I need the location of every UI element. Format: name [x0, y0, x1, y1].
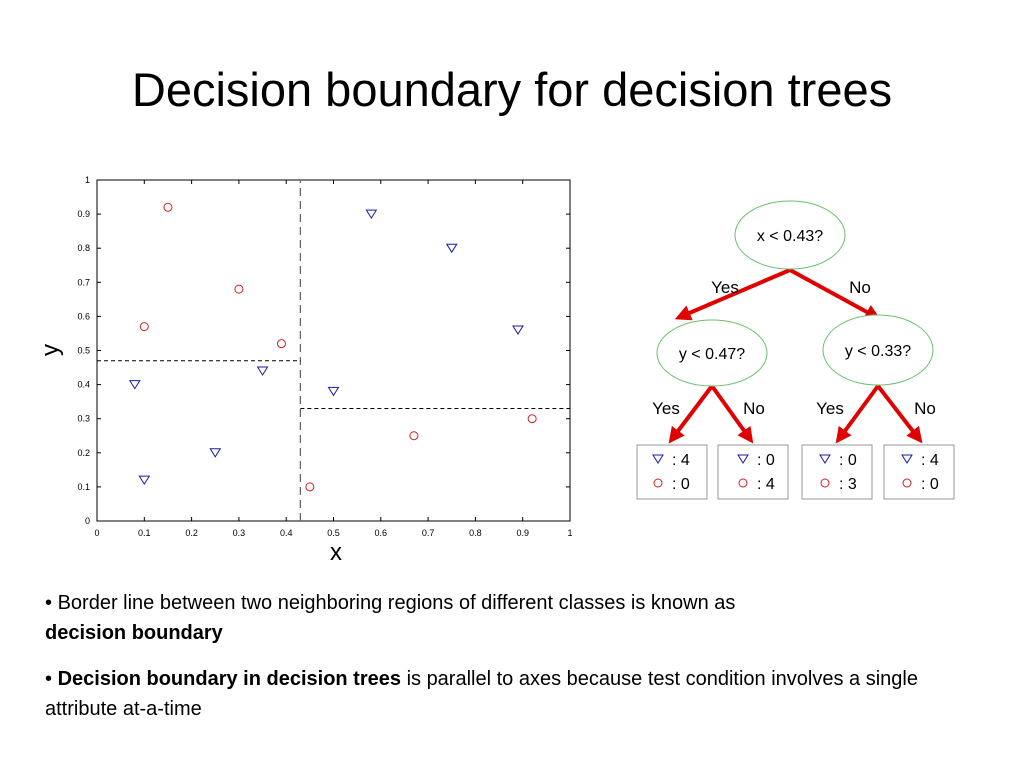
- edge-root-left: [674, 268, 791, 321]
- x-tick-label: 0.1: [138, 528, 151, 538]
- triangle-point: [365, 209, 378, 220]
- y-tick-label: 1: [85, 175, 90, 185]
- triangle-point: [256, 366, 269, 376]
- edge-right-leaf3: [835, 384, 880, 444]
- tree-node-root-label: x < 0.43?: [757, 228, 823, 245]
- tree-node-right: y < 0.33?: [822, 314, 934, 386]
- y-tick-label: 0.5: [77, 346, 90, 356]
- y-axis-label: y: [37, 344, 64, 356]
- x-tick-label: 0.3: [233, 528, 246, 538]
- leaf-3-triangle-count: : 0: [839, 452, 857, 469]
- leaf-2-triangle-count: : 0: [757, 452, 775, 469]
- leaf-1-triangle-count: : 4: [672, 452, 690, 469]
- leaf-3-circle-count: : 3: [839, 476, 857, 493]
- bullet-1-text: Border line between two neighboring regi…: [57, 592, 736, 614]
- edge-right-leaf4: [876, 384, 923, 444]
- leaf-2-circle-count: : 4: [757, 476, 775, 493]
- circle-point: [276, 339, 286, 349]
- x-tick-label: 0.8: [469, 528, 482, 538]
- x-tick-label: 0.9: [516, 528, 529, 538]
- y-tick-label: 0: [85, 516, 90, 526]
- decision-tree: Yes No Yes No Yes No x < 0.43? y < 0.47?…: [636, 200, 955, 500]
- circle-point: [163, 202, 173, 212]
- triangle-point: [327, 386, 340, 397]
- circle-icon: [820, 478, 830, 488]
- decision-boundaries: [97, 180, 570, 521]
- y-tick-label: 0.9: [77, 209, 90, 219]
- tree-leaf-4: : 4 : 0: [883, 444, 955, 500]
- bullet-marker: •: [45, 592, 53, 614]
- tree-leaf-1: : 4 : 0: [636, 444, 708, 500]
- x-tick-label: 1: [567, 528, 572, 538]
- circle-point: [139, 322, 149, 332]
- x-tick-label: 0: [94, 528, 99, 538]
- bullet-decision-boundary-definition: • Border line between two neighboring re…: [45, 588, 945, 648]
- triangle-icon: [737, 454, 749, 464]
- x-tick-label: 0.5: [327, 528, 340, 538]
- triangle-point: [138, 475, 151, 486]
- triangle-point: [128, 380, 141, 390]
- circle-point: [305, 482, 315, 492]
- data-points: [128, 202, 537, 492]
- y-tick-label: 0.3: [77, 414, 90, 424]
- bullet-marker: •: [45, 668, 53, 690]
- y-tick-label: 0.2: [77, 448, 90, 458]
- right-yes-label: Yes: [816, 399, 844, 418]
- y-tick-label: 0.4: [77, 380, 90, 390]
- circle-point: [527, 414, 537, 424]
- y-tick-label: 0.6: [77, 311, 90, 321]
- x-tick-label: 0.4: [280, 528, 293, 538]
- tree-node-left-label: y < 0.47?: [679, 346, 745, 363]
- bullet-axis-parallel: • Decision boundary in decision trees is…: [45, 664, 945, 724]
- x-axis-label: x: [330, 539, 342, 566]
- y-tick-label: 0.1: [77, 482, 90, 492]
- leaf-4-circle-count: : 0: [921, 476, 939, 493]
- scatter-plot: 0 0.1 0.2 0.3 0.4 0.5 0.6 0.7 0.8 0.9 1 0 0.1 0.2 0.3 0…: [37, 175, 573, 566]
- axis-ticks: 0 0.1 0.2 0.3 0.4 0.5 0.6 0.7 0.8 0.9 1 0 0.1 0.2 0.3 0…: [77, 175, 572, 538]
- edge-left-leaf2: [710, 384, 754, 444]
- triangle-point: [209, 448, 222, 458]
- root-yes-label: Yes: [711, 278, 739, 297]
- y-tick-label: 0.7: [77, 277, 90, 287]
- edge-root-right: [789, 268, 881, 320]
- edge-left-leaf1: [668, 384, 714, 444]
- bullet-2-bold-text: Decision boundary in decision trees: [57, 668, 401, 690]
- tree-node-right-label: y < 0.33?: [845, 343, 911, 360]
- circle-point: [409, 431, 419, 441]
- tree-leaf-3: : 0 : 3: [801, 444, 873, 500]
- bullet-1-bold-text: decision boundary: [45, 622, 223, 644]
- plot-frame: [96, 179, 571, 522]
- tree-node-left: y < 0.47?: [656, 319, 768, 387]
- triangle-icon: [901, 454, 913, 464]
- circle-icon: [653, 478, 663, 488]
- bullet-2-text: is parallel to axes because test conditi…: [45, 668, 918, 720]
- triangle-icon: [652, 454, 664, 464]
- tree-node-root: x < 0.43?: [734, 200, 846, 270]
- y-tick-label: 0.8: [77, 243, 90, 253]
- slide-title: Decision boundary for decision trees: [131, 63, 893, 116]
- left-yes-label: Yes: [652, 399, 680, 418]
- circle-point: [234, 284, 244, 294]
- right-no-label: No: [914, 399, 936, 418]
- x-tick-label: 0.6: [375, 528, 388, 538]
- circle-icon: [738, 478, 748, 488]
- x-tick-label: 0.7: [422, 528, 435, 538]
- leaf-1-circle-count: : 0: [672, 476, 690, 493]
- root-no-label: No: [849, 278, 871, 297]
- circle-icon: [902, 478, 912, 488]
- tree-leaf-2: : 0 : 4: [717, 444, 789, 500]
- leaf-4-triangle-count: : 4: [921, 452, 939, 469]
- left-no-label: No: [743, 399, 765, 418]
- triangle-icon: [819, 454, 831, 464]
- triangle-point: [445, 243, 458, 254]
- triangle-point: [512, 325, 524, 335]
- x-tick-label: 0.2: [185, 528, 198, 538]
